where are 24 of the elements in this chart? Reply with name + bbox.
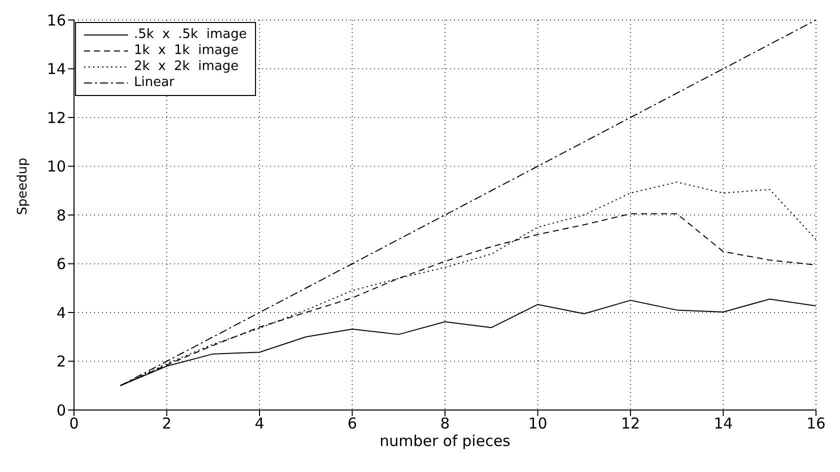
- y-tick-label: 12: [46, 108, 66, 127]
- y-tick-label: 10: [46, 158, 66, 176]
- y-tick-label: 16: [46, 11, 66, 30]
- y-tick-label: 8: [56, 206, 66, 224]
- y-tick-label: 2: [56, 352, 66, 371]
- x-tick-label: 8: [440, 414, 450, 433]
- x-tick-label: 0: [69, 414, 79, 433]
- x-tick-label: 6: [347, 414, 358, 433]
- x-tick-label: 12: [620, 414, 640, 433]
- y-tick-label: 4: [56, 304, 66, 322]
- x-axis-title: number of pieces: [380, 432, 511, 450]
- y-axis-title: Speedup: [16, 158, 31, 215]
- legend-label: 1k x 1k image: [134, 43, 239, 59]
- y-tick-label: 14: [46, 60, 66, 78]
- x-tick-label: 14: [714, 414, 733, 433]
- legend-label: Linear: [134, 75, 174, 91]
- x-tick-label: 16: [806, 414, 826, 433]
- x-tick-label: 4: [254, 414, 264, 433]
- legend-label: .5k x .5k image: [134, 27, 247, 43]
- legend-label: 2k x 2k image: [134, 59, 239, 75]
- x-tick-label: 2: [162, 414, 172, 433]
- x-tick-label: 10: [528, 414, 548, 433]
- y-tick-label: 0: [56, 401, 66, 420]
- y-tick-label: 6: [56, 255, 66, 274]
